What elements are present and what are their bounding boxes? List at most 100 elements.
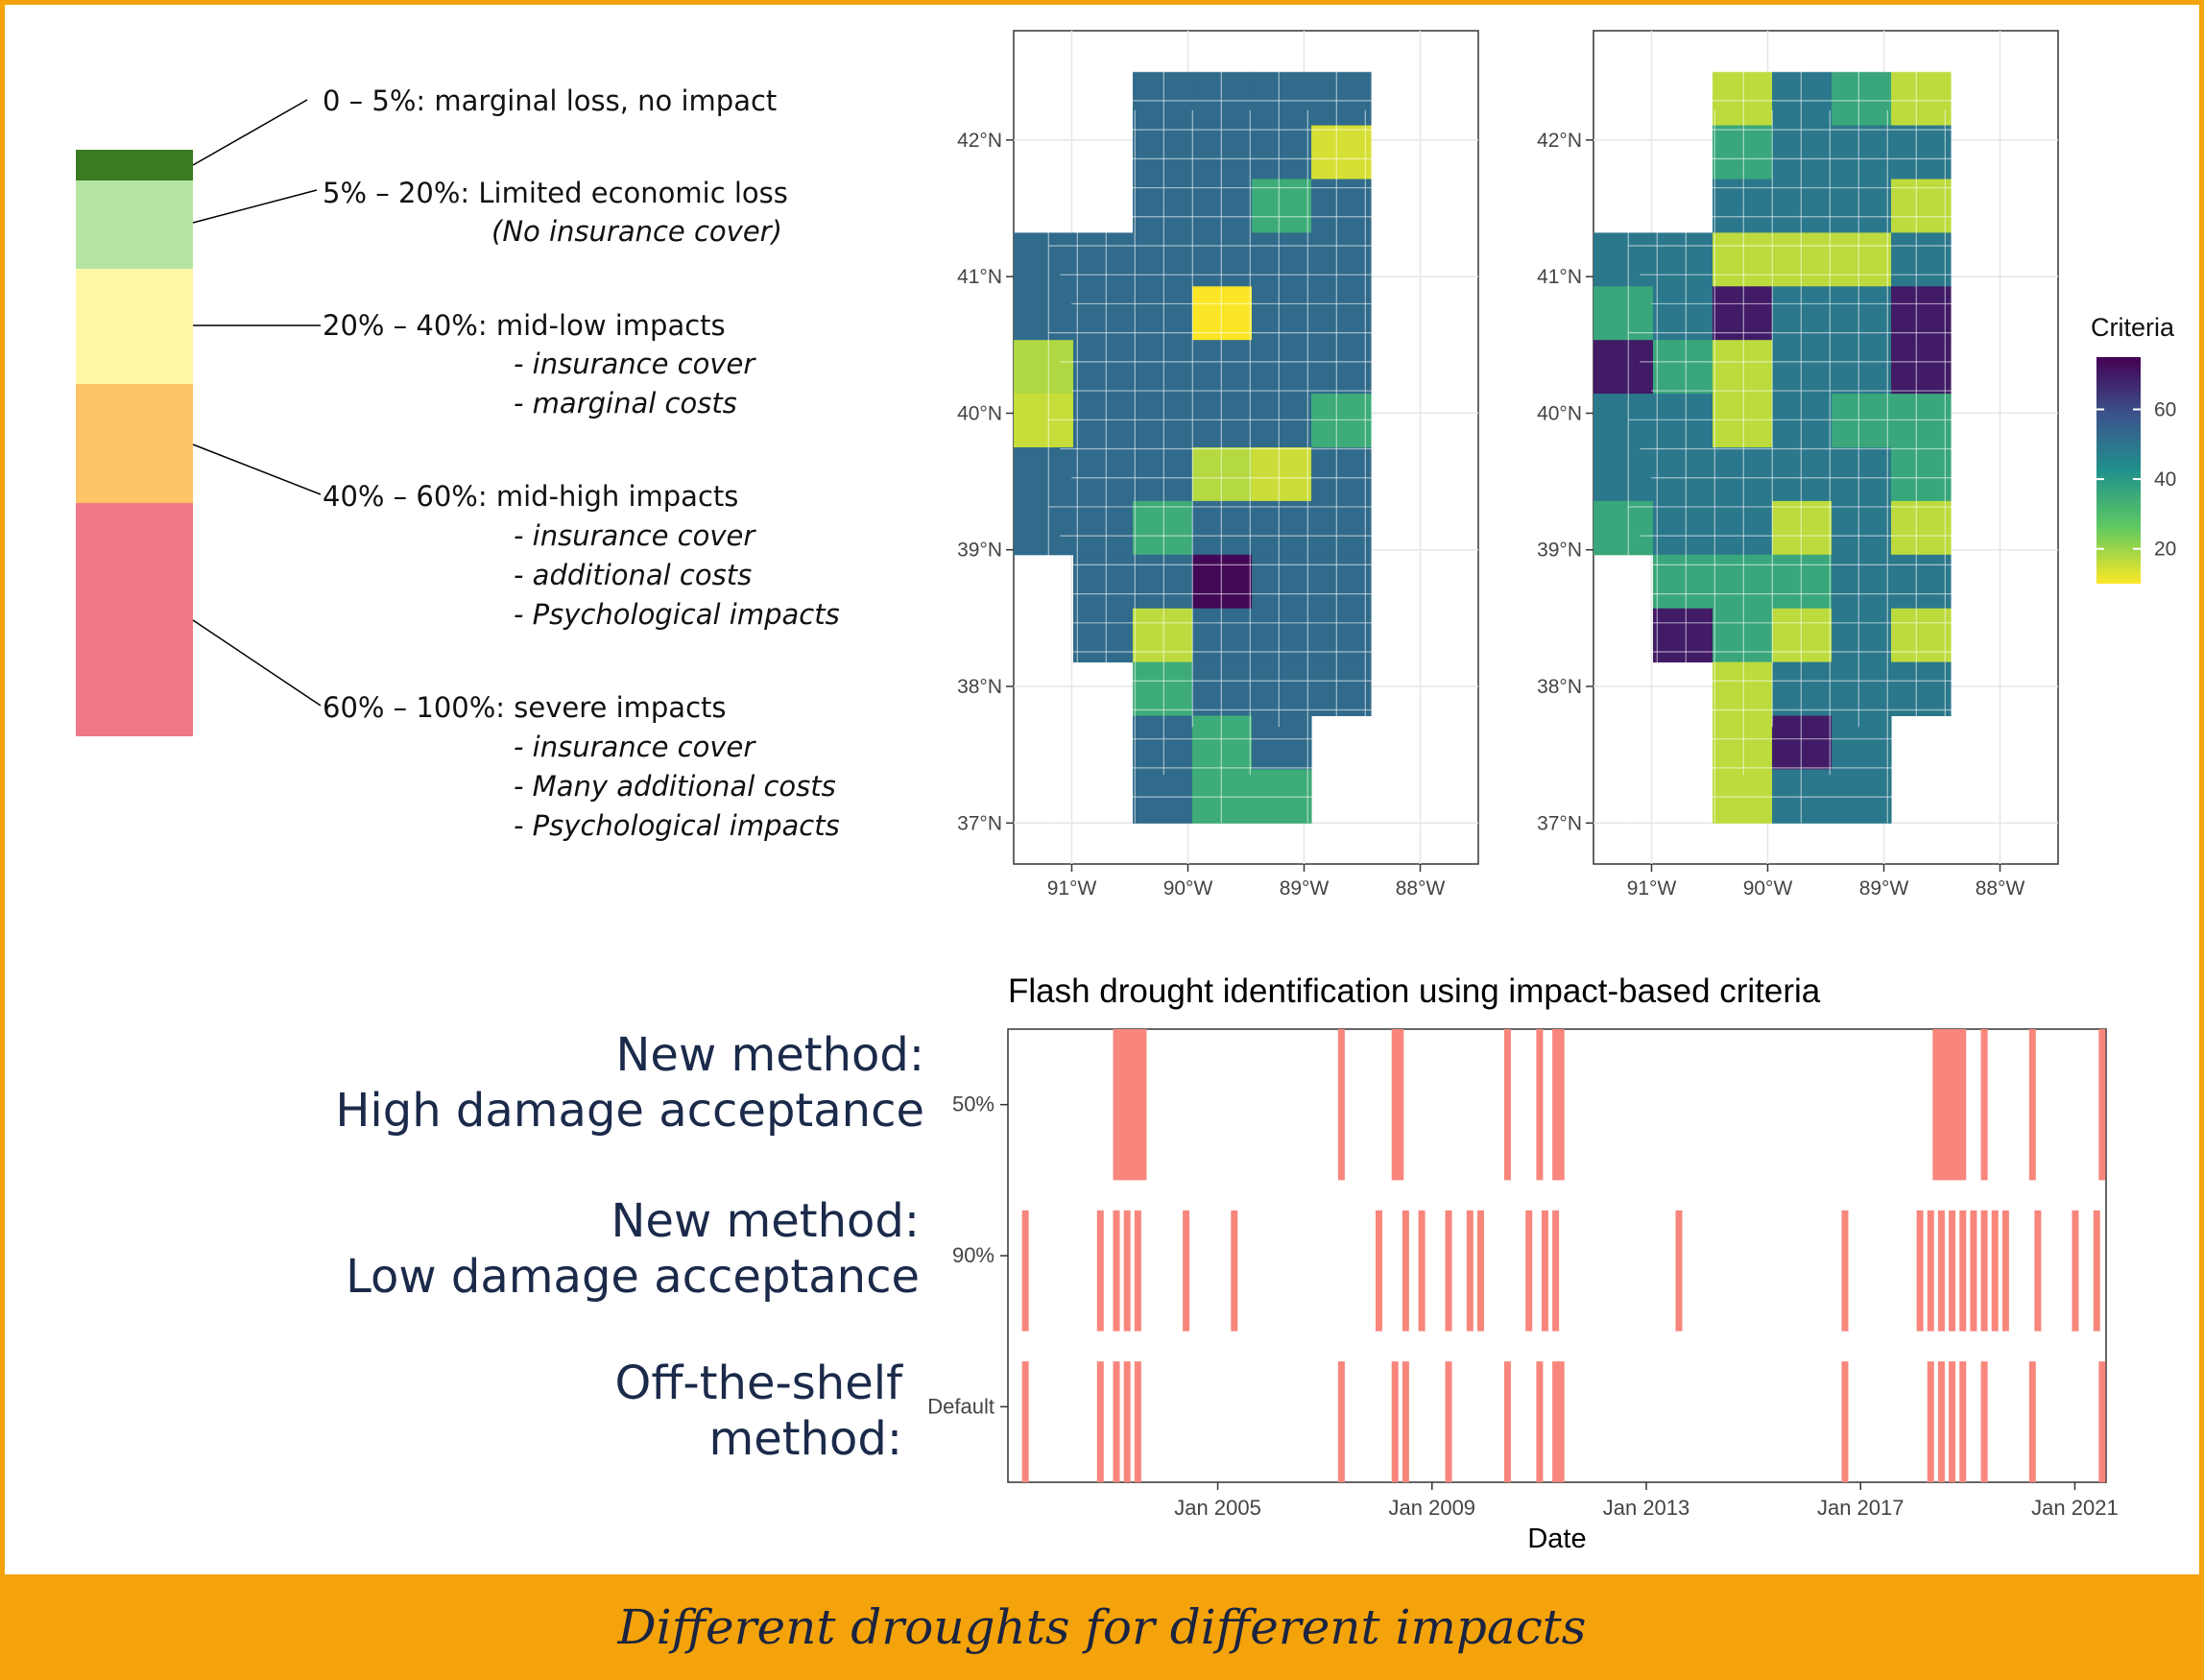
map-x-tick: 88°W — [1396, 877, 1446, 900]
drought-event-bar — [1113, 1361, 1120, 1482]
footer-banner: Different droughts for different impacts — [0, 1574, 2204, 1680]
map-cell — [1832, 394, 1892, 448]
map-cell — [1311, 394, 1372, 448]
drought-event-bar — [2093, 1210, 2100, 1332]
map-x-tick: 89°W — [1859, 877, 1909, 900]
drought-event-bar — [1391, 1029, 1399, 1181]
drought-event-bar — [1959, 1361, 1967, 1482]
map-cell — [1593, 232, 1654, 287]
drought-event-bar — [1375, 1210, 1382, 1332]
map-cell — [1192, 447, 1253, 502]
scale-label-3: 20% – 40%: mid-low impacts — [323, 309, 726, 342]
map-cell — [1891, 554, 1952, 610]
drought-event-bar — [1980, 1029, 1988, 1181]
map-cell — [1192, 608, 1253, 663]
drought-event-bar — [1932, 1029, 1940, 1181]
scale-block-red — [76, 503, 193, 736]
map-cell — [1713, 661, 1773, 717]
map-cell — [1713, 286, 1773, 341]
drought-event-bar — [1937, 1029, 1945, 1181]
timeline-chart: Flash drought identification using impac… — [927, 972, 2119, 1554]
map-cell — [1133, 661, 1193, 717]
map-cell — [1133, 286, 1193, 341]
map-left: 91°W 90°W 89°W 88°W 42°N 41°N 40°N 39°N 38°N 37°N — [957, 30, 1479, 900]
map-cell — [1073, 286, 1134, 341]
map-cell — [1073, 232, 1134, 287]
map-cell — [1832, 554, 1892, 610]
map-cell — [1653, 500, 1713, 556]
map-x-tick: 91°W — [1627, 877, 1677, 900]
map-cell — [1014, 232, 1074, 287]
map-cell — [1713, 71, 1773, 127]
map-cell — [1014, 447, 1074, 502]
scale-sub-2-1: (No insurance cover) — [491, 215, 782, 248]
map-cell — [1192, 286, 1253, 341]
map-y-tick: 40°N — [1537, 402, 1582, 424]
map-cell — [1192, 125, 1253, 180]
map-cell — [1133, 71, 1193, 127]
map-cell — [1772, 447, 1833, 502]
method-default-label: Off-the-shelf method: — [615, 1356, 902, 1467]
map-cell — [1073, 394, 1134, 448]
drought-event-bar — [1536, 1029, 1544, 1181]
map-cell — [1252, 394, 1312, 448]
map-cell — [1891, 232, 1952, 287]
drought-event-bar — [2072, 1210, 2079, 1332]
map-cell — [1073, 447, 1134, 502]
timeline-x-tick: Jan 2013 — [1603, 1496, 1690, 1520]
map-cell — [1891, 394, 1952, 448]
scale-block-orange — [76, 384, 193, 503]
drought-event-bar — [1123, 1361, 1131, 1482]
map-cell — [1192, 179, 1253, 233]
drought-event-bar — [1525, 1210, 1533, 1332]
map-cell — [1713, 608, 1773, 663]
drought-event-bar — [1096, 1361, 1104, 1482]
drought-event-bar — [2098, 1029, 2106, 1181]
drought-event-bar — [1139, 1029, 1147, 1181]
map-cell — [1832, 500, 1892, 556]
drought-event-bar — [1466, 1210, 1473, 1332]
map-cell — [1133, 340, 1193, 395]
drought-event-bar — [1980, 1361, 1988, 1482]
map-cell — [1772, 608, 1833, 663]
map-cell — [1073, 554, 1134, 610]
drought-event-bar — [1134, 1361, 1141, 1482]
map-cell — [1713, 179, 1773, 233]
drought-event-bar — [1231, 1210, 1238, 1332]
map-cell — [1772, 500, 1833, 556]
map-cell — [1713, 232, 1773, 287]
map-y-tick: 42°N — [957, 130, 1002, 152]
map-cell — [1772, 71, 1833, 127]
map-cell — [1133, 394, 1193, 448]
drought-event-bar — [1841, 1210, 1849, 1332]
map-cell — [1252, 447, 1312, 502]
map-cell — [1891, 661, 1952, 717]
map-cell — [1252, 71, 1312, 127]
map-cell — [1192, 394, 1253, 448]
map-cell — [1014, 286, 1074, 341]
map-cell — [1192, 500, 1253, 556]
map-cell — [1073, 340, 1134, 395]
timeline-x-tick: Jan 2021 — [2031, 1496, 2119, 1520]
method-high-label: New method: High damage acceptance — [335, 1027, 924, 1139]
map-cell — [1252, 661, 1312, 717]
map-cell — [1832, 340, 1892, 395]
map-cell — [1593, 500, 1654, 556]
drought-event-bar — [2028, 1029, 2036, 1181]
map-cell — [1772, 286, 1833, 341]
scale-label-2: 5% – 20%: Limited economic loss — [323, 177, 788, 209]
map-cell — [1252, 179, 1312, 233]
drought-event-bar — [1959, 1210, 1967, 1332]
map-x-tick: 91°W — [1047, 877, 1097, 900]
map-cell — [1891, 286, 1952, 341]
drought-event-bar — [1916, 1210, 1924, 1332]
map-y-tick: 40°N — [957, 402, 1002, 424]
map-cell — [1891, 125, 1952, 180]
drought-event-bar — [1949, 1361, 1956, 1482]
drought-event-bar — [1445, 1210, 1452, 1332]
timeline-y-tick: Default — [927, 1394, 994, 1418]
timeline-x-label: Date — [1527, 1524, 1586, 1554]
method-high-line2: High damage acceptance — [335, 1084, 924, 1138]
scale-connectors — [192, 99, 322, 707]
map-cell — [1192, 715, 1253, 770]
